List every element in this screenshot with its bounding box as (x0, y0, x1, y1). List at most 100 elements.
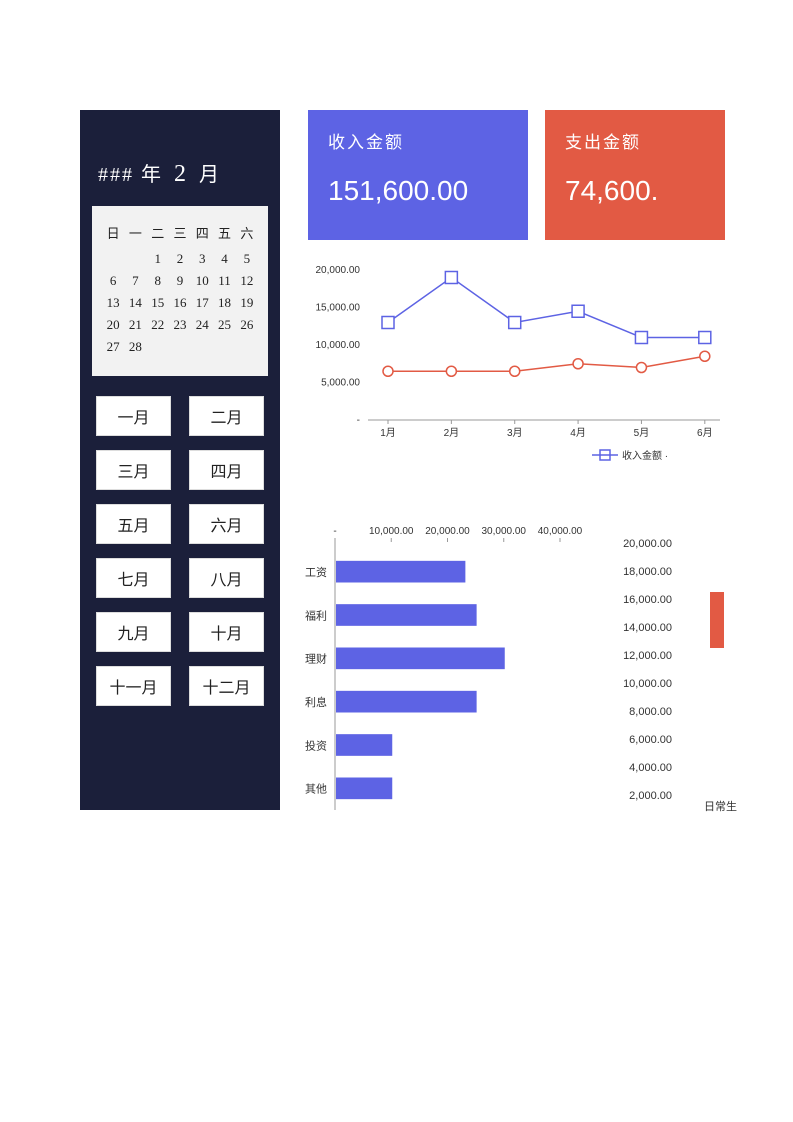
calendar-day[interactable]: 15 (147, 292, 169, 314)
svg-text:10,000.00: 10,000.00 (369, 526, 414, 537)
svg-text:-: - (333, 526, 336, 537)
calendar-day[interactable]: 16 (169, 292, 191, 314)
calendar-day (213, 336, 235, 358)
calendar-day[interactable]: 20 (102, 314, 124, 336)
month-button-3[interactable]: 三月 (96, 450, 171, 490)
right-bar-stub (710, 592, 724, 648)
calendar-day[interactable]: 4 (213, 248, 235, 270)
calendar-day[interactable]: 8 (147, 270, 169, 292)
year-suffix: 年 (141, 164, 163, 186)
svg-text:1月: 1月 (380, 427, 396, 439)
svg-text:-: - (357, 415, 360, 426)
calendar-day[interactable]: 14 (124, 292, 146, 314)
svg-text:4月: 4月 (570, 427, 586, 439)
calendar-day[interactable]: 23 (169, 314, 191, 336)
month-button-5[interactable]: 五月 (96, 504, 171, 544)
right-axis-tick: 10,000.00 (592, 678, 672, 690)
sidebar: ### 年 2 月 日一二三四五六 1234567891011121314151… (80, 110, 280, 810)
month-button-grid: 一月二月三月四月五月六月七月八月九月十月十一月十二月 (92, 396, 268, 706)
month-button-2[interactable]: 二月 (189, 396, 264, 436)
calendar-weekday: 一 (124, 220, 146, 248)
svg-text:20,000.00: 20,000.00 (425, 526, 470, 537)
right-axis-tick: 4,000.00 (592, 762, 672, 774)
svg-text:利息: 利息 (305, 695, 327, 709)
calendar-day (102, 248, 124, 270)
calendar-day[interactable]: 6 (102, 270, 124, 292)
calendar-day[interactable]: 18 (213, 292, 235, 314)
svg-text:3月: 3月 (507, 427, 523, 439)
svg-text:2月: 2月 (444, 427, 460, 439)
calendar-day (169, 336, 191, 358)
calendar-weekday: 六 (236, 220, 258, 248)
calendar-day[interactable]: 13 (102, 292, 124, 314)
year-month-header: ### 年 2 月 (98, 158, 268, 188)
income-value: 151,600.00 (328, 175, 508, 207)
calendar-day[interactable]: 7 (124, 270, 146, 292)
income-label: 收入金额 (328, 128, 508, 153)
svg-text:40,000.00: 40,000.00 (538, 526, 583, 537)
right-axis-tick: 14,000.00 (592, 622, 672, 634)
hbar-chart: -10,000.0020,000.0030,000.0040,000.00工资福… (290, 520, 600, 820)
income-card: 收入金额 151,600.00 (308, 110, 528, 240)
calendar-day[interactable]: 10 (191, 270, 213, 292)
expense-label: 支出金额 (565, 128, 705, 153)
calendar-day[interactable]: 5 (236, 248, 258, 270)
svg-text:6月: 6月 (697, 427, 713, 439)
calendar: 日一二三四五六 12345678910111213141516171819202… (92, 206, 268, 376)
calendar-day (124, 248, 146, 270)
calendar-day[interactable]: 24 (191, 314, 213, 336)
svg-text:投资: 投资 (305, 738, 327, 752)
calendar-day[interactable]: 9 (169, 270, 191, 292)
calendar-day[interactable]: 2 (169, 248, 191, 270)
svg-text:收入金额 ·: 收入金额 · (622, 449, 668, 462)
calendar-weekday: 五 (213, 220, 235, 248)
calendar-day[interactable]: 11 (213, 270, 235, 292)
calendar-weekday: 日 (102, 220, 124, 248)
calendar-day[interactable]: 17 (191, 292, 213, 314)
svg-text:5,000.00: 5,000.00 (321, 378, 360, 389)
calendar-day[interactable]: 19 (236, 292, 258, 314)
right-axis-tick: 2,000.00 (592, 790, 672, 802)
svg-text:30,000.00: 30,000.00 (482, 526, 527, 537)
calendar-day[interactable]: 27 (102, 336, 124, 358)
month-number: 2 (174, 161, 188, 187)
line-chart: -5,000.0010,000.0015,000.0020,000.001月2月… (300, 260, 730, 470)
expense-value: 74,600. (565, 175, 705, 207)
month-suffix: 月 (199, 164, 221, 186)
month-button-6[interactable]: 六月 (189, 504, 264, 544)
calendar-day[interactable]: 21 (124, 314, 146, 336)
svg-text:5月: 5月 (634, 427, 650, 439)
svg-text:20,000.00: 20,000.00 (316, 265, 361, 276)
month-button-8[interactable]: 八月 (189, 558, 264, 598)
calendar-day[interactable]: 28 (124, 336, 146, 358)
month-button-10[interactable]: 十月 (189, 612, 264, 652)
calendar-day[interactable]: 3 (191, 248, 213, 270)
month-button-1[interactable]: 一月 (96, 396, 171, 436)
month-button-7[interactable]: 七月 (96, 558, 171, 598)
month-button-12[interactable]: 十二月 (189, 666, 264, 706)
calendar-table: 日一二三四五六 12345678910111213141516171819202… (102, 220, 258, 358)
right-axis-tick: 12,000.00 (592, 650, 672, 662)
year-prefix: ### (98, 164, 134, 186)
svg-text:福利: 福利 (305, 608, 327, 622)
expense-card: 支出金额 74,600. (545, 110, 725, 240)
month-button-9[interactable]: 九月 (96, 612, 171, 652)
right-axis-tick: 8,000.00 (592, 706, 672, 718)
calendar-day (236, 336, 258, 358)
calendar-weekday: 二 (147, 220, 169, 248)
right-category-label: 日常生 (704, 798, 737, 814)
calendar-day[interactable]: 12 (236, 270, 258, 292)
month-button-11[interactable]: 十一月 (96, 666, 171, 706)
svg-text:15,000.00: 15,000.00 (316, 303, 361, 314)
svg-text:其他: 其他 (305, 783, 327, 796)
calendar-day[interactable]: 25 (213, 314, 235, 336)
right-axis-tick: 16,000.00 (592, 594, 672, 606)
calendar-weekday: 四 (191, 220, 213, 248)
calendar-day[interactable]: 26 (236, 314, 258, 336)
calendar-day[interactable]: 1 (147, 248, 169, 270)
calendar-day[interactable]: 22 (147, 314, 169, 336)
month-button-4[interactable]: 四月 (189, 450, 264, 490)
calendar-day (147, 336, 169, 358)
calendar-weekday: 三 (169, 220, 191, 248)
calendar-day (191, 336, 213, 358)
